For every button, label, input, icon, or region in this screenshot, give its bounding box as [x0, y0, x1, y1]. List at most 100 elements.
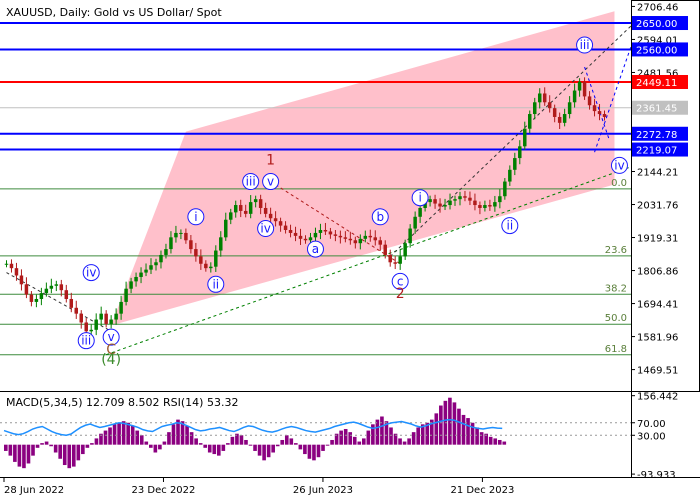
macd-bar	[502, 441, 507, 445]
wave-label-circle	[242, 173, 260, 191]
candle-body	[278, 221, 283, 226]
candle-body	[298, 235, 303, 239]
macd-bar	[185, 425, 189, 445]
candle-body	[582, 81, 587, 97]
wave-label-circle	[576, 36, 594, 54]
macd-bar	[402, 441, 407, 445]
macd-bar	[348, 432, 353, 445]
price-level-badge	[632, 16, 688, 31]
macd-bar	[40, 443, 44, 445]
macd-bar	[207, 444, 212, 453]
candle-body	[114, 313, 118, 320]
candle-body	[303, 238, 308, 241]
macd-bar	[429, 419, 434, 445]
osc-tick-label: -93.933	[637, 470, 676, 481]
price-level-badge-label: 2650.00	[636, 19, 677, 30]
wave-label: iii	[81, 334, 91, 348]
candle-body	[567, 102, 572, 115]
macd-bar	[108, 427, 112, 445]
candle-body	[528, 114, 532, 129]
date-tick-label: 26 Jun 2023	[293, 485, 353, 496]
macd-bar	[439, 405, 443, 445]
macd-bar	[479, 432, 484, 445]
macd-bar	[35, 444, 40, 448]
candle-body	[229, 212, 233, 220]
candle-body	[263, 207, 268, 214]
candle-body	[149, 265, 153, 270]
macd-bar	[257, 444, 262, 456]
candle-body	[358, 238, 363, 244]
candle-body	[408, 228, 412, 244]
price-level-badge-label: 2219.07	[636, 146, 677, 157]
wave-label: v	[108, 330, 115, 344]
wave-label-circle	[187, 208, 205, 226]
macd-bar	[307, 444, 312, 459]
macd-bar	[294, 443, 298, 445]
macd-bar	[298, 444, 303, 450]
price-tick-label: 1581.96	[637, 333, 678, 344]
macd-bar	[4, 444, 8, 451]
candle-body	[243, 210, 248, 214]
macd-bar	[71, 444, 76, 467]
candle-body	[363, 235, 368, 239]
candle-body	[139, 272, 143, 277]
candle-body	[104, 313, 108, 324]
candle-body	[29, 294, 34, 302]
macd-rsi-label: MACD(5,34,5) 12.709 8.502 RSI(14) 53.32	[6, 396, 238, 409]
macd-bar	[434, 413, 439, 445]
candle-body	[483, 205, 487, 208]
candle-body	[373, 237, 378, 241]
candle-body	[318, 229, 323, 233]
wave-2-path	[270, 181, 401, 265]
macd-bar	[457, 408, 461, 445]
candle-body	[597, 111, 602, 115]
macd-bar	[121, 421, 126, 445]
macd-bar	[171, 424, 176, 445]
macd-bar	[334, 433, 339, 445]
candle-body	[99, 313, 103, 320]
candle-body	[34, 298, 39, 302]
wave-label: i	[418, 191, 421, 205]
macd-bar	[466, 418, 470, 445]
wave-label-circle	[77, 332, 95, 350]
oscillator-panel: MACD(5,34,5) 12.709 8.502 RSI(14) 53.32	[0, 396, 631, 469]
candle-body	[577, 81, 582, 91]
macd-bar	[248, 444, 253, 446]
wave-label: 2	[396, 286, 405, 302]
price-level-badge	[632, 126, 688, 141]
candle-body	[338, 235, 343, 238]
candle-body	[268, 213, 273, 219]
candle-body	[189, 240, 193, 250]
candle-body	[69, 298, 74, 308]
candle-body	[288, 229, 293, 233]
price-level-badge	[632, 100, 688, 115]
wave-label-circle	[82, 264, 100, 282]
price-level-badge-label: 2272.78	[636, 130, 677, 141]
macd-bar	[221, 444, 226, 451]
candle-body	[523, 128, 527, 147]
candle-body	[328, 231, 333, 235]
date-tick-label: 21 Dec 2023	[450, 485, 514, 496]
candle-body	[248, 202, 253, 214]
candle-body	[343, 237, 348, 239]
candle-body	[313, 232, 318, 238]
macd-bar	[271, 444, 275, 453]
wave-label-circle	[257, 220, 275, 238]
candle-body	[44, 288, 49, 294]
price-level-badge	[632, 42, 688, 57]
candle-body	[463, 196, 467, 198]
wave-label: ii	[506, 219, 513, 233]
macd-bar	[343, 429, 348, 445]
wave-iv-projection	[584, 66, 610, 141]
macd-bar	[216, 444, 221, 456]
macd-bar	[411, 432, 416, 445]
macd-bar	[203, 444, 208, 448]
candle-body	[368, 235, 373, 238]
macd-bar	[470, 422, 475, 445]
candle-body	[378, 240, 382, 245]
candle-body	[562, 114, 567, 123]
wave-label-circle	[207, 275, 225, 293]
wave-label: ii	[212, 277, 219, 291]
